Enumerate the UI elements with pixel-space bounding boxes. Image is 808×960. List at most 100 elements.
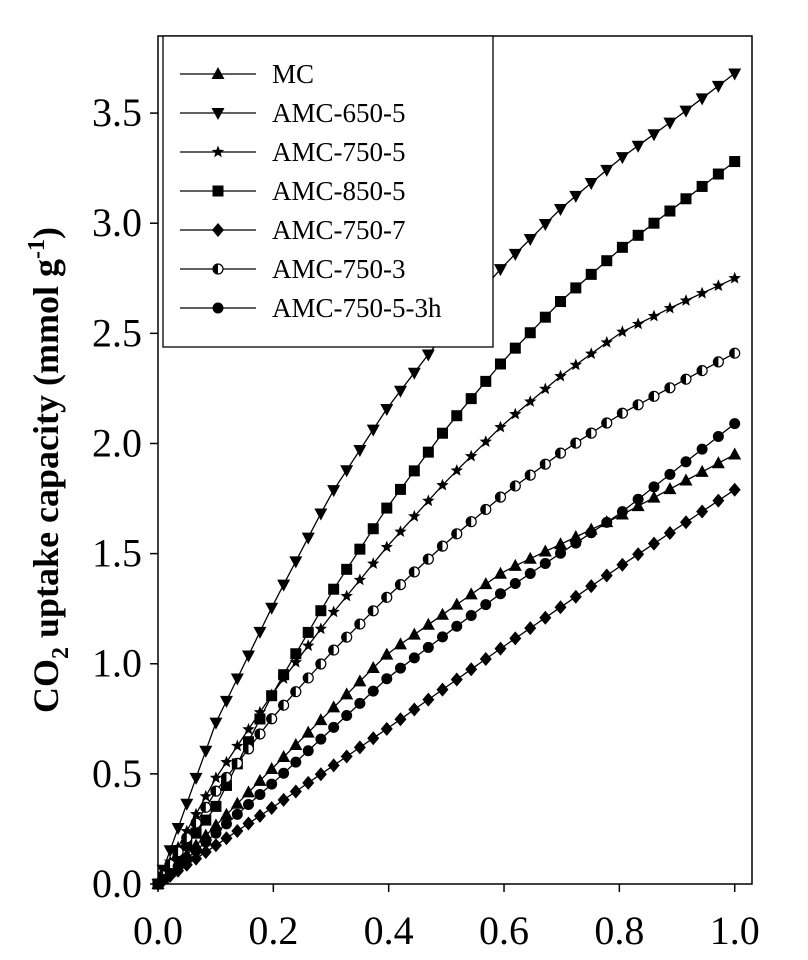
data-point bbox=[253, 705, 267, 718]
data-point bbox=[569, 589, 582, 604]
data-point bbox=[394, 662, 406, 674]
data-point bbox=[302, 639, 315, 651]
data-point bbox=[465, 609, 477, 621]
data-point bbox=[301, 725, 315, 738]
data-point bbox=[189, 772, 203, 785]
data-point-half bbox=[525, 470, 531, 481]
data-point bbox=[254, 788, 266, 800]
data-point bbox=[199, 745, 213, 758]
data-point bbox=[302, 745, 314, 757]
data-point bbox=[569, 358, 582, 371]
data-point bbox=[341, 709, 353, 721]
data-point-half bbox=[409, 566, 415, 577]
data-point bbox=[539, 382, 552, 395]
x-tick-label: 0.4 bbox=[364, 908, 414, 953]
data-point bbox=[729, 418, 741, 430]
data-point bbox=[181, 840, 193, 852]
data-point bbox=[585, 347, 598, 359]
data-point bbox=[163, 845, 177, 858]
data-point bbox=[190, 845, 202, 857]
data-point bbox=[728, 447, 742, 460]
data-point bbox=[554, 369, 567, 382]
data-point bbox=[663, 526, 676, 541]
data-point bbox=[200, 836, 212, 848]
legend-label: AMC-750-3 bbox=[272, 254, 406, 284]
data-point bbox=[465, 393, 477, 405]
data-point bbox=[380, 403, 394, 416]
data-point bbox=[450, 464, 463, 476]
data-point bbox=[367, 731, 380, 746]
data-point bbox=[712, 493, 725, 508]
data-point bbox=[631, 140, 645, 153]
data-point-half bbox=[601, 418, 607, 429]
data-point-half bbox=[278, 700, 284, 711]
data-point bbox=[212, 185, 224, 197]
x-tick-label: 0.0 bbox=[133, 908, 183, 953]
data-point bbox=[199, 789, 212, 802]
data-point bbox=[479, 652, 492, 667]
data-point bbox=[302, 775, 315, 790]
x-tick-label: 0.2 bbox=[248, 908, 298, 953]
data-point-half bbox=[648, 391, 654, 402]
legend-label: AMC-650-5 bbox=[272, 98, 406, 128]
data-point bbox=[585, 527, 597, 539]
data-point-half bbox=[173, 846, 179, 857]
data-point bbox=[220, 755, 233, 768]
data-point bbox=[632, 229, 644, 241]
data-point bbox=[601, 516, 613, 528]
x-tick-label: 1.0 bbox=[710, 908, 760, 953]
data-point bbox=[242, 722, 255, 735]
data-point bbox=[712, 430, 724, 442]
legend-item: AMC-650-5 bbox=[180, 98, 406, 128]
data-point bbox=[479, 577, 493, 590]
data-point bbox=[241, 650, 255, 663]
data-point-half bbox=[221, 772, 227, 783]
data-point bbox=[314, 713, 328, 726]
series-1 bbox=[151, 447, 742, 889]
data-point bbox=[278, 669, 290, 681]
data-point bbox=[189, 807, 203, 820]
data-point bbox=[230, 796, 244, 809]
y-axis-title: CO2 uptake capacity (mmol g-1) bbox=[24, 227, 74, 713]
data-point bbox=[695, 286, 709, 299]
data-point-half bbox=[200, 802, 206, 813]
legend-label: AMC-750-5-3h bbox=[272, 293, 442, 323]
data-point-half bbox=[480, 504, 486, 515]
data-point bbox=[450, 672, 463, 687]
data-point-half bbox=[633, 399, 639, 410]
data-point-half bbox=[540, 459, 546, 470]
data-point bbox=[341, 563, 353, 575]
data-point bbox=[212, 302, 224, 314]
data-point-half bbox=[510, 480, 516, 491]
data-point-half bbox=[451, 528, 457, 539]
data-point bbox=[600, 164, 614, 177]
data-point bbox=[465, 662, 478, 677]
data-point bbox=[421, 617, 435, 630]
data-point bbox=[422, 446, 434, 458]
data-point-half bbox=[254, 728, 260, 739]
series-layer bbox=[151, 68, 742, 891]
data-point bbox=[254, 713, 266, 725]
data-point bbox=[524, 395, 537, 407]
data-point bbox=[523, 234, 537, 247]
data-point-half bbox=[555, 448, 561, 459]
data-point bbox=[265, 602, 279, 615]
data-point bbox=[172, 860, 184, 872]
data-point bbox=[253, 808, 266, 823]
data-point bbox=[538, 544, 552, 557]
data-point bbox=[494, 641, 507, 656]
data-point bbox=[366, 661, 380, 674]
data-point bbox=[219, 695, 233, 708]
data-point bbox=[242, 736, 254, 748]
data-point bbox=[615, 152, 629, 165]
data-point bbox=[200, 814, 212, 826]
data-point bbox=[220, 779, 232, 791]
data-point-half bbox=[423, 554, 429, 565]
data-point bbox=[394, 525, 407, 537]
data-point bbox=[679, 105, 693, 118]
data-point bbox=[538, 219, 552, 232]
data-point bbox=[367, 523, 379, 535]
data-point-half bbox=[315, 658, 321, 669]
data-point bbox=[728, 482, 741, 497]
data-point bbox=[314, 508, 328, 521]
